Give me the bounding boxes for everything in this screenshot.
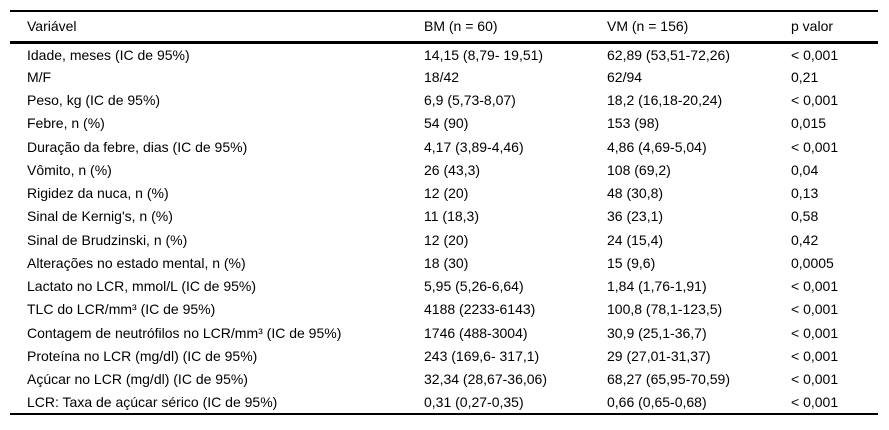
cell-bm-value: 18 (30) <box>424 254 469 271</box>
cell-p-value: 0,04 <box>791 161 819 178</box>
cell-vm-value: 108 (69,2) <box>607 161 671 178</box>
cell-variable: Açúcar no LCR (mg/dl) (IC de 95%) <box>27 371 248 388</box>
cell-vm-value: 62,89 (53,51-72,26) <box>607 47 730 64</box>
table-row: Idade, meses (IC de 95%) 14,15 (8,79- 19… <box>10 42 878 65</box>
cell-bm-value: 14,15 (8,79- 19,51) <box>424 47 544 64</box>
comparison-table: Variável BM (n = 60) VM (n = 156) p valo… <box>10 10 878 415</box>
cell-variable: Rigidez da nuca, n (%) <box>27 185 169 202</box>
cell-vm-value: 68,27 (65,95-70,59) <box>607 371 730 388</box>
cell-p-value: 0,015 <box>791 115 827 132</box>
cell-p-value: 0,42 <box>791 231 819 248</box>
cell-bm-value: 26 (43,3) <box>424 161 481 178</box>
table-row: M/F 18/42 62/94 0,21 <box>10 65 878 88</box>
cell-bm-value: 1746 (488-3004) <box>424 324 528 341</box>
cell-variable: M/F <box>27 68 52 85</box>
cell-vm-value: 153 (98) <box>607 115 660 132</box>
cell-bm-value: 4188 (2233-6143) <box>424 301 536 318</box>
table-row: TLC do LCR/mm³ (IC de 95%) 4188 (2233-61… <box>10 298 878 321</box>
cell-variable: LCR: Taxa de açúcar sérico (IC de 95%) <box>27 393 278 410</box>
cell-variable: Sinal de Brudzinski, n (%) <box>27 231 188 248</box>
cell-variable: Vômito, n (%) <box>27 161 112 178</box>
cell-p-value: < 0,001 <box>791 47 839 64</box>
cell-bm-value: 12 (20) <box>424 185 469 202</box>
cell-variable: Lactato no LCR, mmol/L (IC de 95%) <box>27 278 257 295</box>
cell-variable: Sinal de Kernig's, n (%) <box>27 208 173 225</box>
table-row: Vômito, n (%) 26 (43,3) 108 (69,2) 0,04 <box>10 158 878 181</box>
cell-bm-value: 32,34 (28,67-36,06) <box>424 371 547 388</box>
table-row: Lactato no LCR, mmol/L (IC de 95%) 5,95 … <box>10 275 878 298</box>
table-body: Idade, meses (IC de 95%) 14,15 (8,79- 19… <box>10 42 878 414</box>
cell-p-value: 0,58 <box>791 208 819 225</box>
cell-variable: Duração da febre, dias (IC de 95%) <box>27 138 248 155</box>
cell-p-value: < 0,001 <box>791 347 839 364</box>
cell-vm-value: 36 (23,1) <box>607 208 664 225</box>
header-row: Variável BM (n = 60) VM (n = 156) p valo… <box>10 11 878 44</box>
cell-variable: Peso, kg (IC de 95%) <box>27 92 161 109</box>
table-row: Proteína no LCR (mg/dl) (IC de 95%) 243 … <box>10 344 878 367</box>
cell-bm-value: 5,95 (5,26-6,64) <box>424 278 524 295</box>
cell-variable: Proteína no LCR (mg/dl) (IC de 95%) <box>27 347 258 364</box>
table-row: LCR: Taxa de açúcar sérico (IC de 95%) 0… <box>10 391 878 414</box>
table-row: Rigidez da nuca, n (%) 12 (20) 48 (30,8)… <box>10 182 878 205</box>
table-row: Açúcar no LCR (mg/dl) (IC de 95%) 32,34 … <box>10 368 878 391</box>
table-row: Contagem de neutrófilos no LCR/mm³ (IC d… <box>10 321 878 344</box>
cell-vm-value: 4,86 (4,69-5,04) <box>607 138 707 155</box>
cell-p-value: < 0,001 <box>791 324 839 341</box>
cell-bm-value: 54 (90) <box>424 115 469 132</box>
table-row: Peso, kg (IC de 95%) 6,9 (5,73-8,07) 18,… <box>10 89 878 112</box>
cell-variable: Idade, meses (IC de 95%) <box>27 47 190 64</box>
cell-p-value: 0,21 <box>791 68 819 85</box>
cell-vm-value: 48 (30,8) <box>607 185 664 202</box>
cell-p-value: < 0,001 <box>791 138 839 155</box>
cell-variable: TLC do LCR/mm³ (IC de 95%) <box>27 301 216 318</box>
cell-vm-value: 62/94 <box>607 68 643 85</box>
header-p-value: p valor <box>791 11 878 44</box>
table-row: Sinal de Brudzinski, n (%) 12 (20) 24 (1… <box>10 228 878 251</box>
cell-variable: Febre, n (%) <box>27 115 105 132</box>
cell-bm-value: 6,9 (5,73-8,07) <box>424 92 516 109</box>
header-bm-group: BM (n = 60) <box>424 11 607 44</box>
cell-p-value: 0,0005 <box>791 254 834 271</box>
cell-p-value: 0,13 <box>791 185 819 202</box>
cell-p-value: < 0,001 <box>791 301 839 318</box>
cell-vm-value: 100,8 (78,1-123,5) <box>607 301 723 318</box>
cell-variable: Alterações no estado mental, n (%) <box>27 254 246 271</box>
cell-vm-value: 1,84 (1,76-1,91) <box>607 278 707 295</box>
header-vm-group: VM (n = 156) <box>607 11 791 44</box>
cell-bm-value: 4,17 (3,89-4,46) <box>424 138 524 155</box>
table-row: Sinal de Kernig's, n (%) 11 (18,3) 36 (2… <box>10 205 878 228</box>
cell-vm-value: 18,2 (16,18-20,24) <box>607 92 723 109</box>
cell-p-value: < 0,001 <box>791 278 839 295</box>
cell-vm-value: 30,9 (25,1-36,7) <box>607 324 707 341</box>
cell-bm-value: 12 (20) <box>424 231 469 248</box>
table-row: Alterações no estado mental, n (%) 18 (3… <box>10 251 878 274</box>
cell-vm-value: 0,66 (0,65-0,68) <box>607 393 707 410</box>
cell-variable: Contagem de neutrófilos no LCR/mm³ (IC d… <box>27 324 342 341</box>
cell-bm-value: 11 (18,3) <box>424 208 479 225</box>
table-row: Febre, n (%) 54 (90) 153 (98) 0,015 <box>10 112 878 135</box>
cell-vm-value: 29 (27,01-31,37) <box>607 347 711 364</box>
cell-bm-value: 243 (169,6- 317,1) <box>424 347 540 364</box>
cell-p-value: < 0,001 <box>791 393 839 410</box>
header-variable: Variável <box>10 11 424 44</box>
cell-bm-value: 0,31 (0,27-0,35) <box>424 393 524 410</box>
cell-p-value: < 0,001 <box>791 92 839 109</box>
cell-p-value: < 0,001 <box>791 371 839 388</box>
cell-vm-value: 24 (15,4) <box>607 231 664 248</box>
cell-bm-value: 18/42 <box>424 68 460 85</box>
cell-vm-value: 15 (9,6) <box>607 254 656 271</box>
table-row: Duração da febre, dias (IC de 95%) 4,17 … <box>10 135 878 158</box>
